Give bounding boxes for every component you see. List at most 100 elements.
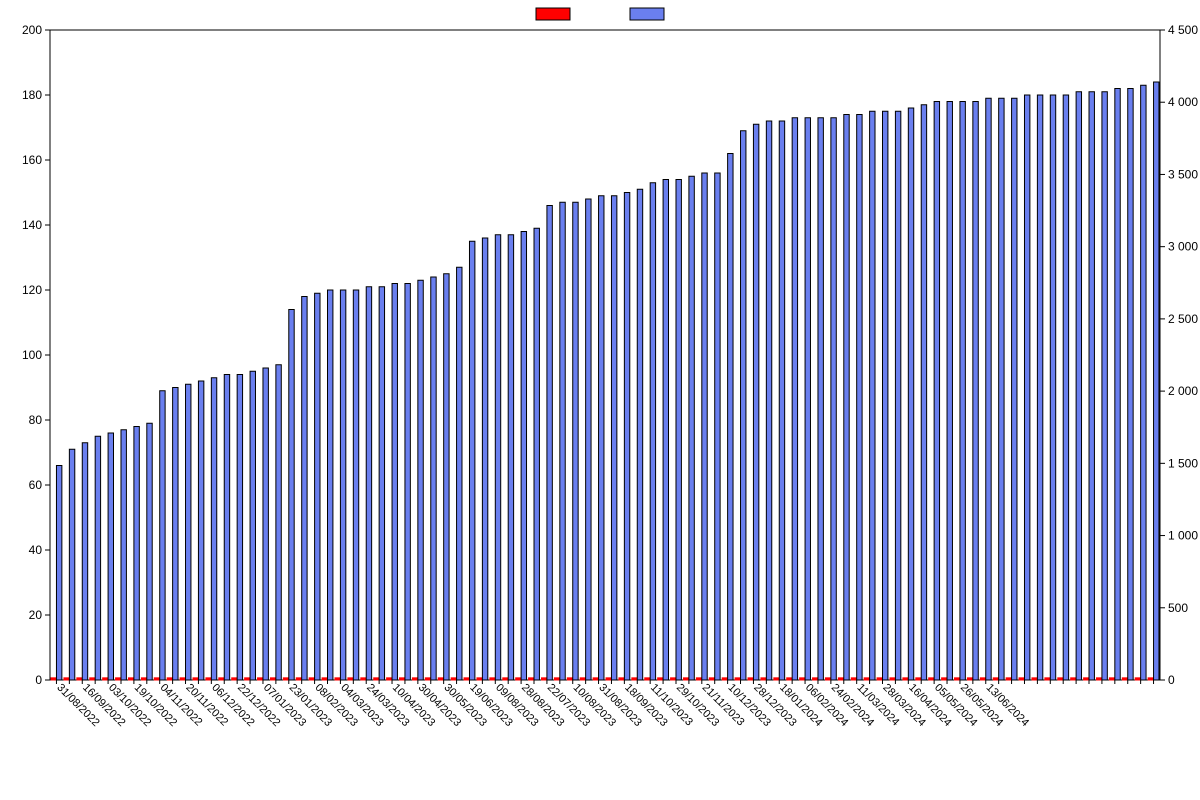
bar-red [800, 678, 805, 680]
bar-blue [353, 290, 358, 680]
bar-blue [328, 290, 333, 680]
bar-red [309, 678, 314, 680]
y-right-label: 4 000 [1168, 95, 1198, 109]
bar-red [761, 678, 766, 680]
bar-blue [1128, 89, 1133, 681]
legend-swatch [536, 8, 570, 20]
bar-red [193, 678, 198, 680]
bar-red [361, 678, 366, 680]
y-left-label: 80 [29, 413, 43, 427]
bar-blue [586, 199, 591, 680]
bar-blue [689, 176, 694, 680]
bar-blue [534, 228, 539, 680]
y-right-label: 2 000 [1168, 384, 1198, 398]
bar-red [916, 678, 921, 680]
y-left-label: 0 [35, 673, 42, 687]
bar-blue [650, 183, 655, 680]
bar-blue [766, 121, 771, 680]
bar-blue [134, 427, 139, 681]
bar-red [709, 678, 714, 680]
bar-blue [444, 274, 449, 680]
bar-red [128, 678, 133, 680]
bar-red [180, 678, 185, 680]
bar-red [554, 678, 559, 680]
bar-blue [908, 108, 913, 680]
bar-blue [637, 189, 642, 680]
y-left-label: 60 [29, 478, 43, 492]
bar-red [258, 678, 263, 680]
bar-blue [160, 391, 165, 680]
bar-blue [844, 115, 849, 681]
bar-blue [392, 284, 397, 681]
bar-blue [1141, 85, 1146, 680]
bar-blue [1102, 92, 1107, 680]
bar-blue [805, 118, 810, 680]
bar-blue [715, 173, 720, 680]
bar-blue [753, 124, 758, 680]
bar-red [671, 678, 676, 680]
y-right-label: 3 500 [1168, 167, 1198, 181]
bar-blue [818, 118, 823, 680]
bar-blue [418, 280, 423, 680]
bar-blue [457, 267, 462, 680]
bar-red [1006, 678, 1011, 680]
chart-container: 02040608010012014016018020005001 0001 50… [0, 0, 1200, 800]
bar-red [735, 678, 740, 680]
bar-red [374, 678, 379, 680]
bar-blue [340, 290, 345, 680]
bar-blue [302, 297, 307, 681]
bar-blue [237, 375, 242, 681]
bar-red [748, 678, 753, 680]
bar-red [219, 678, 224, 680]
bar-blue [560, 202, 565, 680]
y-right-label: 3 000 [1168, 240, 1198, 254]
bar-red [348, 678, 353, 680]
y-left-label: 180 [22, 88, 42, 102]
y-right-label: 1 500 [1168, 456, 1198, 470]
bar-red [645, 678, 650, 680]
bar-red [387, 678, 392, 680]
bar-blue [741, 131, 746, 680]
bar-blue [495, 235, 500, 680]
bar-red [167, 678, 172, 680]
bar-red [1071, 678, 1076, 680]
bar-blue [469, 241, 474, 680]
bar-red [77, 678, 82, 680]
bar-blue [431, 277, 436, 680]
y-right-label: 4 500 [1168, 23, 1198, 37]
y-left-label: 20 [29, 608, 43, 622]
bar-red [541, 678, 546, 680]
bar-blue [1012, 98, 1017, 680]
bar-red [438, 678, 443, 680]
y-right-label: 500 [1168, 601, 1188, 615]
bar-blue [1115, 89, 1120, 681]
bar-blue [289, 310, 294, 681]
bar-blue [973, 102, 978, 681]
bar-red [683, 678, 688, 680]
bar-red [425, 678, 430, 680]
bar-blue [999, 98, 1004, 680]
bar-blue [95, 436, 100, 680]
bar-blue [1050, 95, 1055, 680]
bar-blue [947, 102, 952, 681]
bar-red [116, 678, 121, 680]
bar-red [774, 678, 779, 680]
bar-red [141, 678, 146, 680]
y-right-label: 1 000 [1168, 529, 1198, 543]
bar-blue [611, 196, 616, 680]
bar-red [154, 678, 159, 680]
bar-red [903, 678, 908, 680]
bar-red [516, 678, 521, 680]
bar-blue [702, 173, 707, 680]
bar-red [1109, 678, 1114, 680]
bar-blue [1063, 95, 1068, 680]
bar-blue [508, 235, 513, 680]
bar-blue [792, 118, 797, 680]
bar-blue [676, 180, 681, 681]
bar-red [1148, 678, 1153, 680]
bar-red [658, 678, 663, 680]
bar-red [825, 678, 830, 680]
bar-red [335, 678, 340, 680]
bar-red [567, 678, 572, 680]
bar-red [464, 678, 469, 680]
